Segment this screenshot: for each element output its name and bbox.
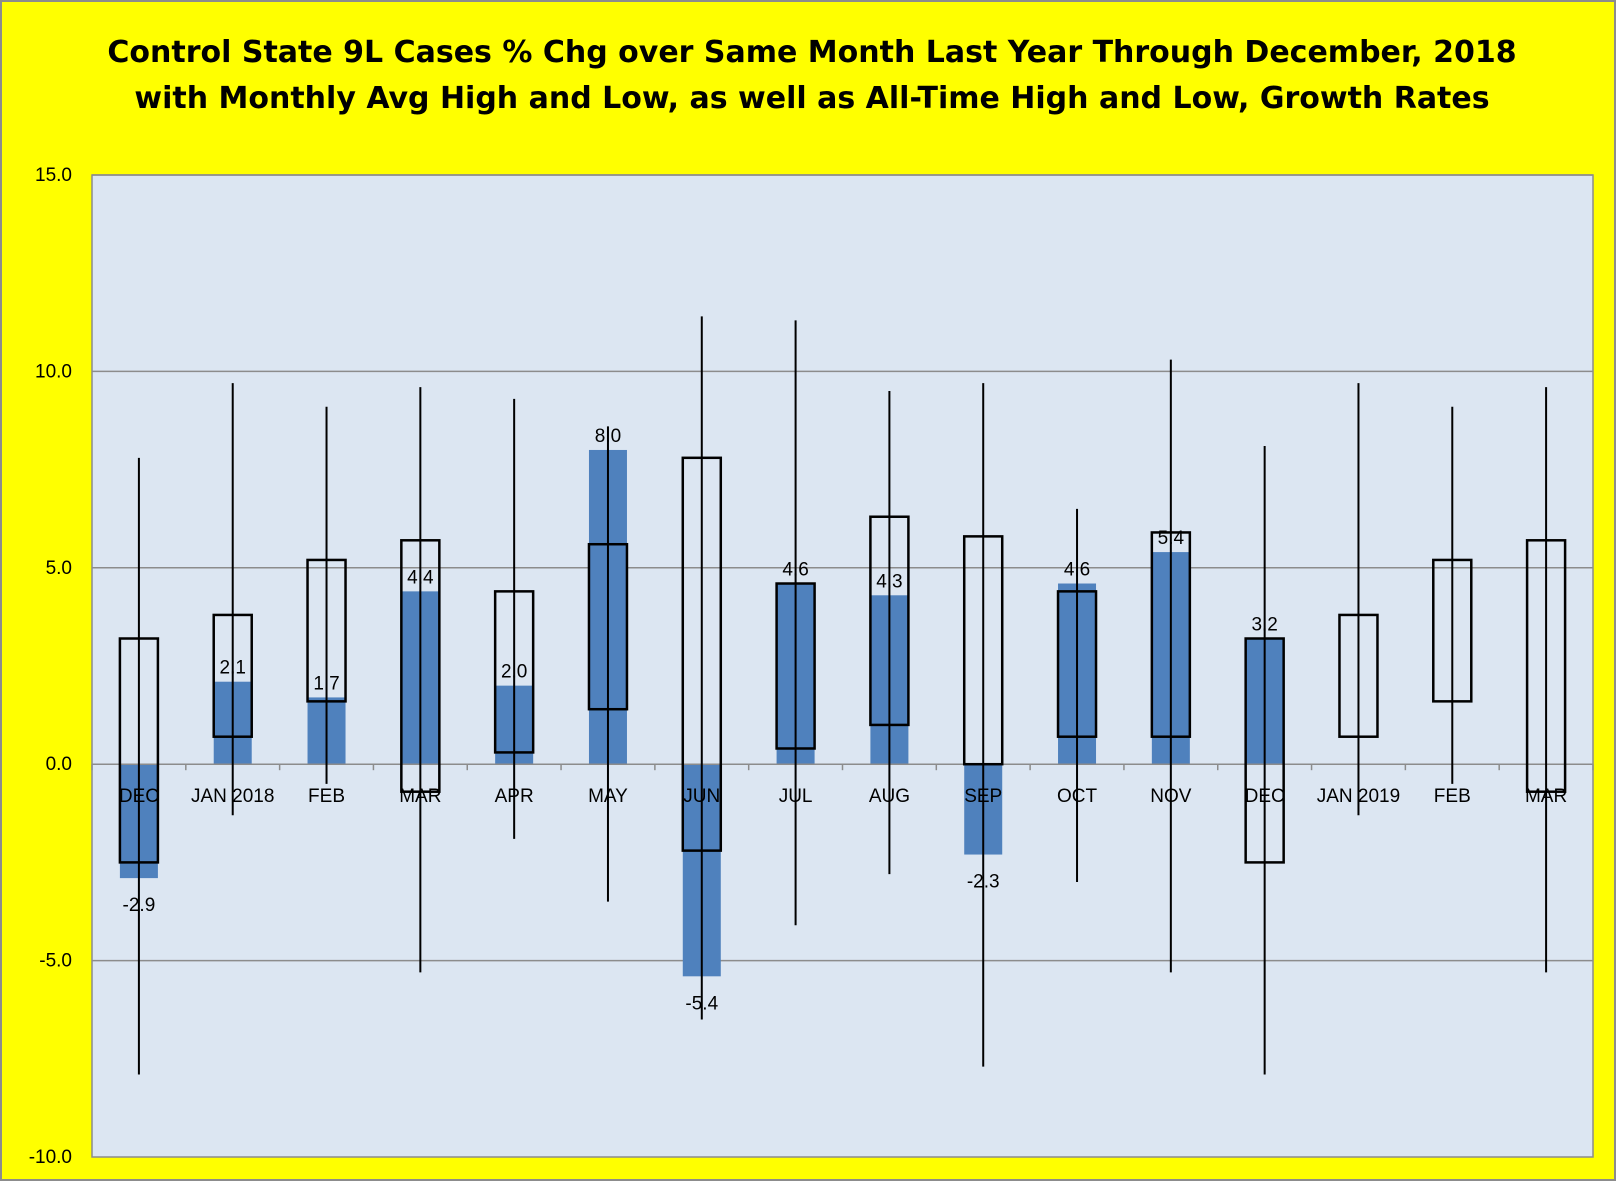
y-tick-label: -5.0 (39, 951, 72, 972)
category-labels: DEC JAN 2018 FEB MAR APR MAY JUN JUL AUG SEP OCT NO… (119, 786, 1567, 807)
avg-range-box (869, 515, 910, 727)
bar-data-label: 4.6 (1064, 560, 1090, 581)
bar-data-label: 2.0 (501, 662, 527, 683)
avg-range-box (587, 542, 629, 711)
bar-data-label: -5.4 (685, 993, 718, 1014)
y-tick-label: 5.0 (46, 558, 72, 579)
plot-area (91, 174, 1594, 1158)
avg-range-box (212, 613, 253, 738)
category-label: JUL (779, 786, 813, 807)
gridlines (92, 174, 1593, 962)
category-label: DEC (1245, 786, 1285, 807)
y-tick-label: 15.0 (35, 165, 72, 186)
all-time-range-lines (137, 316, 1548, 1075)
category-label: MAR (399, 786, 441, 807)
bar-data-label: 8.0 (595, 426, 621, 447)
y-tick-label: 0.0 (46, 754, 72, 775)
x-axis (91, 763, 1594, 771)
bar-data-label: 4.6 (782, 560, 808, 581)
bar-data-label: 3.2 (1251, 615, 1277, 636)
bar-data-label: 1.7 (313, 673, 339, 694)
y-tick-label: 10.0 (35, 361, 72, 382)
category-label: JAN 2018 (191, 786, 274, 807)
bar-data-label: 4.3 (876, 571, 902, 592)
category-label: JUN (683, 786, 720, 807)
chart-title: Control State 9L Cases % Chg over Same M… (62, 30, 1562, 122)
category-label: AUG (869, 786, 910, 807)
bar-data-label: 5.4 (1158, 528, 1185, 549)
category-label: JAN 2019 (1317, 786, 1400, 807)
bar-data-label: 2.1 (220, 658, 246, 679)
category-label: APR (495, 786, 534, 807)
bar-data-label: -2.3 (967, 872, 1000, 893)
avg-range-box (1244, 637, 1285, 864)
avg-range-box (493, 590, 535, 754)
category-label: NOV (1150, 786, 1192, 807)
bar-data-labels: -2.9 2.1 1.7 4.4 2.0 8.0 -5.4 4.6 4.3 -2.3 4.6 5.4 3… (123, 426, 1278, 1014)
bar-data-label: 4.4 (407, 567, 434, 588)
avg-range-boxes (118, 456, 1567, 864)
category-label: FEB (308, 786, 345, 807)
bar-data-label: -2.9 (123, 895, 156, 916)
y-tick-labels: -10.0 -5.0 0.0 5.0 10.0 15.0 (29, 165, 72, 1168)
avg-range-box (1525, 539, 1567, 793)
avg-range-box (1056, 590, 1098, 738)
category-label: FEB (1434, 786, 1471, 807)
avg-range-box (306, 558, 347, 703)
avg-range-box (118, 637, 160, 864)
category-label: DEC (119, 786, 159, 807)
category-label: MAR (1525, 786, 1567, 807)
category-label: SEP (964, 786, 1002, 807)
category-label: MAY (588, 786, 628, 807)
avg-range-box (1150, 531, 1192, 738)
avg-range-box (681, 456, 723, 852)
avg-range-box (1432, 558, 1473, 703)
y-tick-label: -10.0 (29, 1147, 72, 1168)
avg-range-box (400, 539, 441, 793)
category-label: OCT (1057, 786, 1098, 807)
chart-title-line-1: Control State 9L Cases % Chg over Same M… (107, 35, 1517, 70)
avg-range-box (962, 535, 1004, 766)
avg-range-box (775, 582, 816, 750)
chart-title-line-2: with Monthly Avg High and Low, as well a… (134, 81, 1490, 116)
avg-range-box (1338, 613, 1379, 738)
